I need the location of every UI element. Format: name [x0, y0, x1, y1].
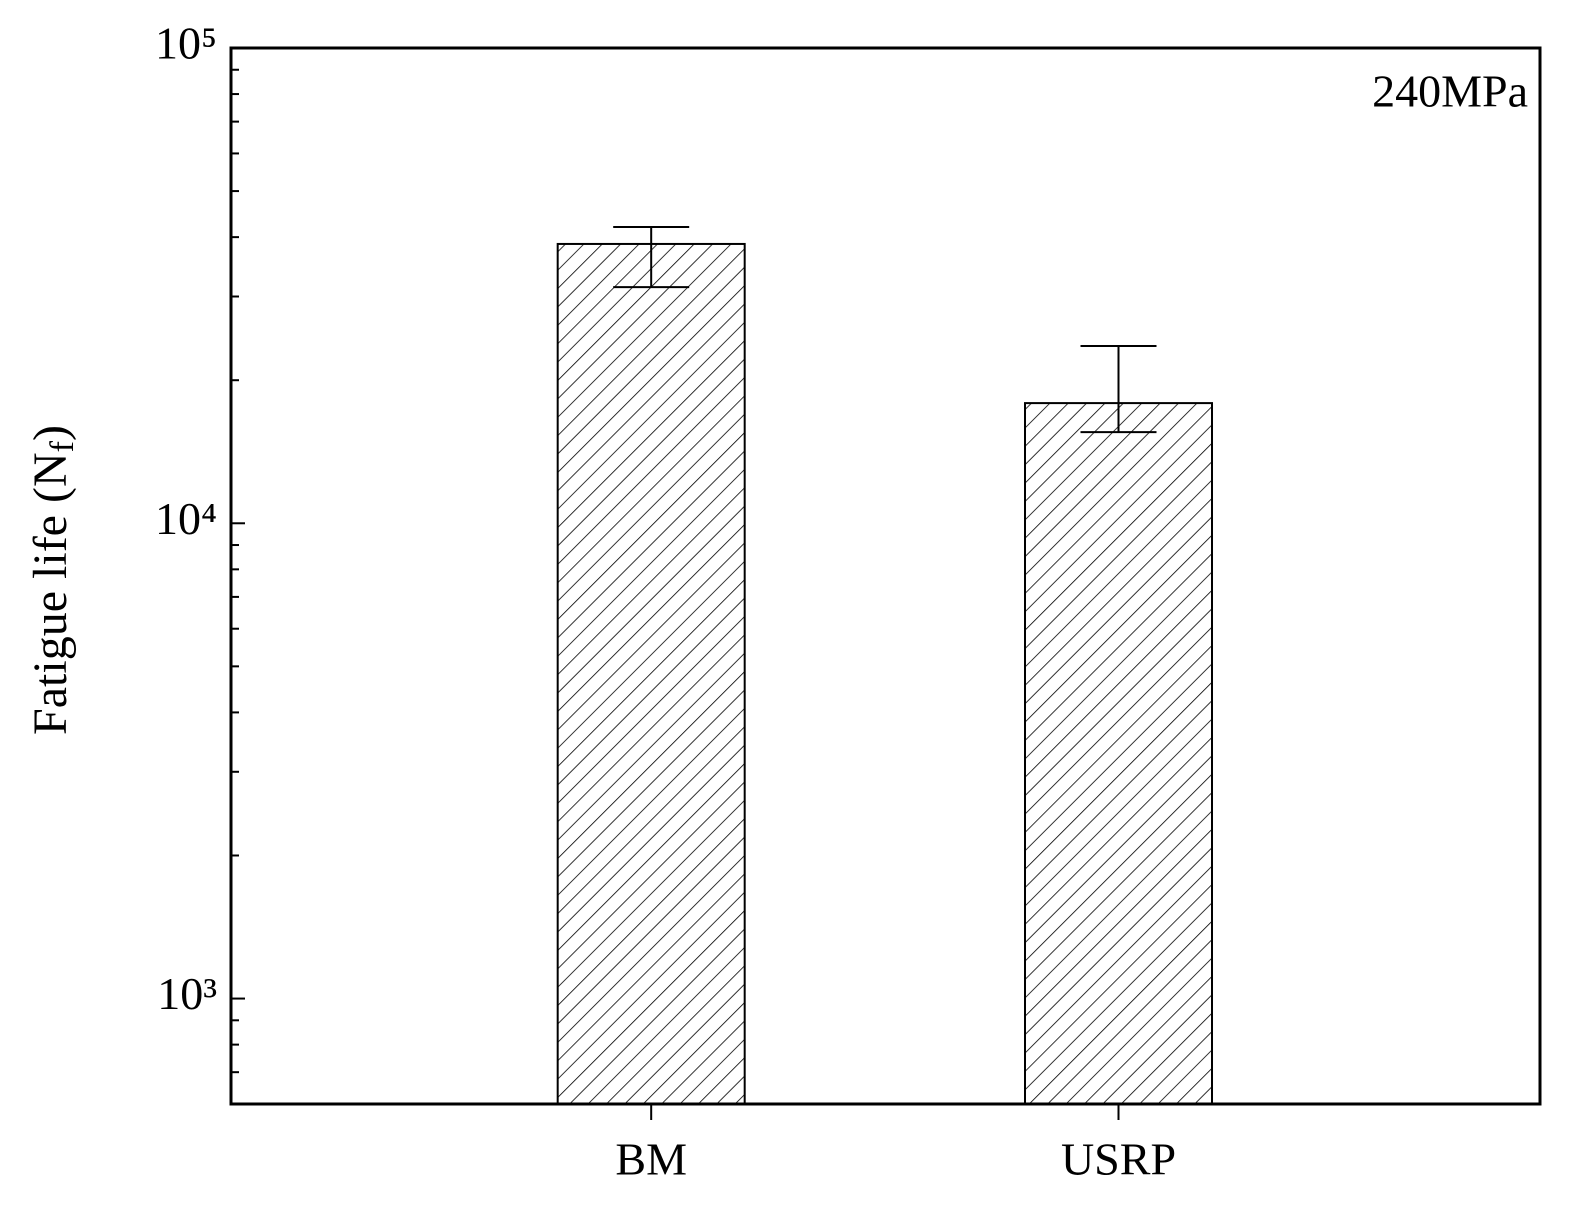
y-label-text: ) — [24, 425, 77, 441]
y-label-subscript: f — [44, 440, 81, 452]
y-tick-label: 10⁵ — [155, 18, 217, 69]
annotation: 240MPa — [1372, 66, 1528, 117]
y-tick-label: 10³ — [157, 968, 217, 1019]
x-tick-label: BM — [615, 1134, 687, 1185]
bar — [556, 242, 746, 1105]
y-axis-label: Fatigue life (Nf) — [24, 425, 81, 735]
x-tick-label: USRP — [1061, 1134, 1176, 1185]
y-label-text: Fatigue life (N — [24, 452, 77, 735]
bar — [1024, 402, 1214, 1105]
y-tick-label: 10⁴ — [155, 493, 217, 544]
plot-frame — [229, 46, 1542, 1106]
